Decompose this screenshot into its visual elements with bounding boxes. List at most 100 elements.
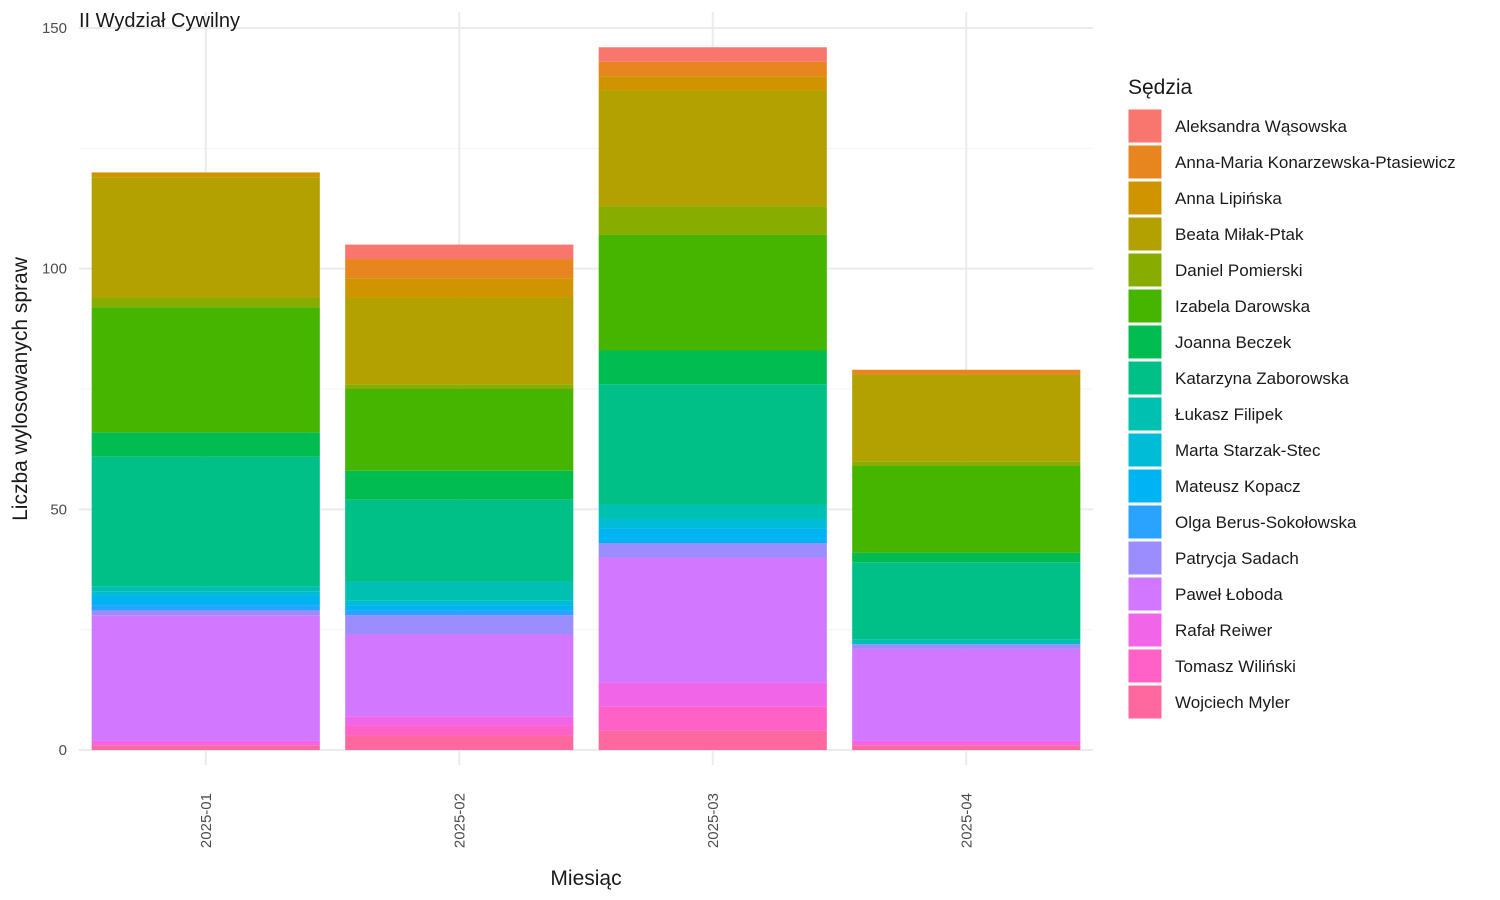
legend-title: Sędzia: [1128, 76, 1193, 99]
bar-segment: [345, 244, 574, 260]
bar-segment: [852, 644, 1081, 649]
y-tick-label: 50: [50, 501, 67, 518]
bar-segment: [598, 504, 827, 519]
bar-segment: [345, 610, 574, 616]
bar-segment: [345, 389, 574, 471]
x-tick-label: 2025-01: [198, 793, 215, 848]
y-axis-title: Liczba wylosowanych spraw: [9, 256, 32, 521]
bar-segment: [345, 725, 574, 736]
bar-segment: [345, 615, 574, 635]
legend-label: Katarzyna Zaborowska: [1175, 369, 1349, 388]
bar-segment: [598, 76, 827, 91]
legend-swatch: [1127, 252, 1163, 288]
bar-segment: [91, 591, 320, 596]
legend-label: Izabela Darowska: [1175, 297, 1311, 316]
bar-segment: [852, 740, 1081, 746]
legend-label: Beata Miłak-Ptak: [1175, 225, 1304, 244]
bar-segment: [345, 634, 574, 717]
bar-segment: [345, 278, 574, 298]
bar-segment: [91, 615, 320, 741]
x-tick-label: 2025-02: [451, 793, 468, 848]
chart-title: II Wydział Cywilny: [79, 10, 240, 32]
legend-label: Patrycja Sadach: [1175, 549, 1299, 568]
bar-segment: [598, 557, 827, 683]
legend-swatch: [1127, 540, 1163, 576]
legend-swatch: [1127, 360, 1163, 396]
legend-swatch: [1127, 612, 1163, 648]
legend-label: Łukasz Filipek: [1175, 405, 1283, 424]
bar-segment: [345, 499, 574, 582]
bar-segment: [345, 259, 574, 279]
bar-segment: [852, 374, 1081, 462]
bar-segment: [598, 234, 827, 351]
legend-swatch: [1127, 216, 1163, 252]
bar-segment: [345, 384, 574, 389]
bar-segment: [91, 740, 320, 746]
legend-swatch: [1127, 504, 1163, 540]
bar-segment: [598, 706, 827, 731]
bar-segment: [345, 581, 574, 601]
legend-label: Daniel Pomierski: [1175, 261, 1303, 280]
bar-segment: [598, 90, 827, 207]
legend-label: Aleksandra Wąsowska: [1175, 117, 1348, 136]
bar-segment: [91, 307, 320, 433]
legend-label: Olga Berus-Sokołowska: [1175, 513, 1357, 532]
bar-segment: [598, 730, 827, 750]
bar-segment: [91, 605, 320, 611]
legend-label: Marta Starzak-Stec: [1175, 441, 1321, 460]
legend: Sędzia Aleksandra Wąsowska Anna-Maria Kon…: [1127, 76, 1456, 720]
legend-label: Wojciech Myler: [1175, 693, 1290, 712]
bar-segment: [345, 470, 574, 500]
y-tick-label: 0: [59, 742, 67, 759]
legend-label: Tomasz Wiliński: [1175, 657, 1296, 676]
bar-segment: [852, 648, 1081, 741]
legend-swatch: [1127, 144, 1163, 180]
legend-swatch: [1127, 684, 1163, 720]
bar-segment: [598, 61, 827, 77]
bar-segment: [91, 297, 320, 308]
bar-segment: [852, 466, 1081, 553]
legend-label: Rafał Reiwer: [1175, 621, 1273, 640]
bar-segment: [598, 528, 827, 544]
legend-label: Anna-Maria Konarzewska-Ptasiewicz: [1175, 153, 1456, 172]
bar-segment: [598, 47, 827, 62]
bar-segment: [345, 716, 574, 726]
bar-segment: [598, 350, 827, 385]
legend-swatch: [1127, 108, 1163, 144]
legend-swatch: [1127, 576, 1163, 612]
bar-segment: [852, 552, 1081, 563]
bar-segment: [852, 639, 1081, 645]
legend-label: Mateusz Kopacz: [1175, 477, 1301, 496]
y-axis-ticks: 0 50 100 150: [42, 20, 67, 759]
bars: [91, 47, 1081, 750]
bar-segment: [91, 432, 320, 457]
bar-segment: [91, 745, 320, 750]
bar-segment: [598, 206, 827, 235]
bar-segment: [91, 172, 320, 178]
bar-segment: [91, 610, 320, 616]
bar-segment: [852, 745, 1081, 750]
legend-swatch: [1127, 396, 1163, 432]
legend-swatch: [1127, 648, 1163, 684]
y-tick-label: 100: [42, 261, 67, 278]
bar-segment: [852, 369, 1081, 375]
x-tick-label: 2025-04: [958, 793, 975, 848]
legend-label: Paweł Łoboda: [1175, 585, 1283, 604]
legend-swatch: [1127, 324, 1163, 360]
legend-swatch: [1127, 180, 1163, 216]
bar-segment: [345, 600, 574, 606]
bar-segment: [852, 562, 1081, 640]
x-axis-title: Miesiąc: [550, 867, 621, 890]
legend-label: Anna Lipińska: [1175, 189, 1282, 208]
bar-segment: [345, 605, 574, 611]
bar-segment: [598, 384, 827, 505]
bar-segment: [91, 177, 320, 298]
y-tick-label: 150: [42, 20, 67, 37]
legend-swatch: [1127, 468, 1163, 504]
legend-label: Joanna Beczek: [1175, 333, 1292, 352]
bar-segment: [598, 543, 827, 558]
x-tick-label: 2025-03: [705, 793, 722, 848]
bar-segment: [598, 682, 827, 707]
x-axis-ticks: 2025-01 2025-02 2025-03 2025-04: [198, 793, 976, 848]
